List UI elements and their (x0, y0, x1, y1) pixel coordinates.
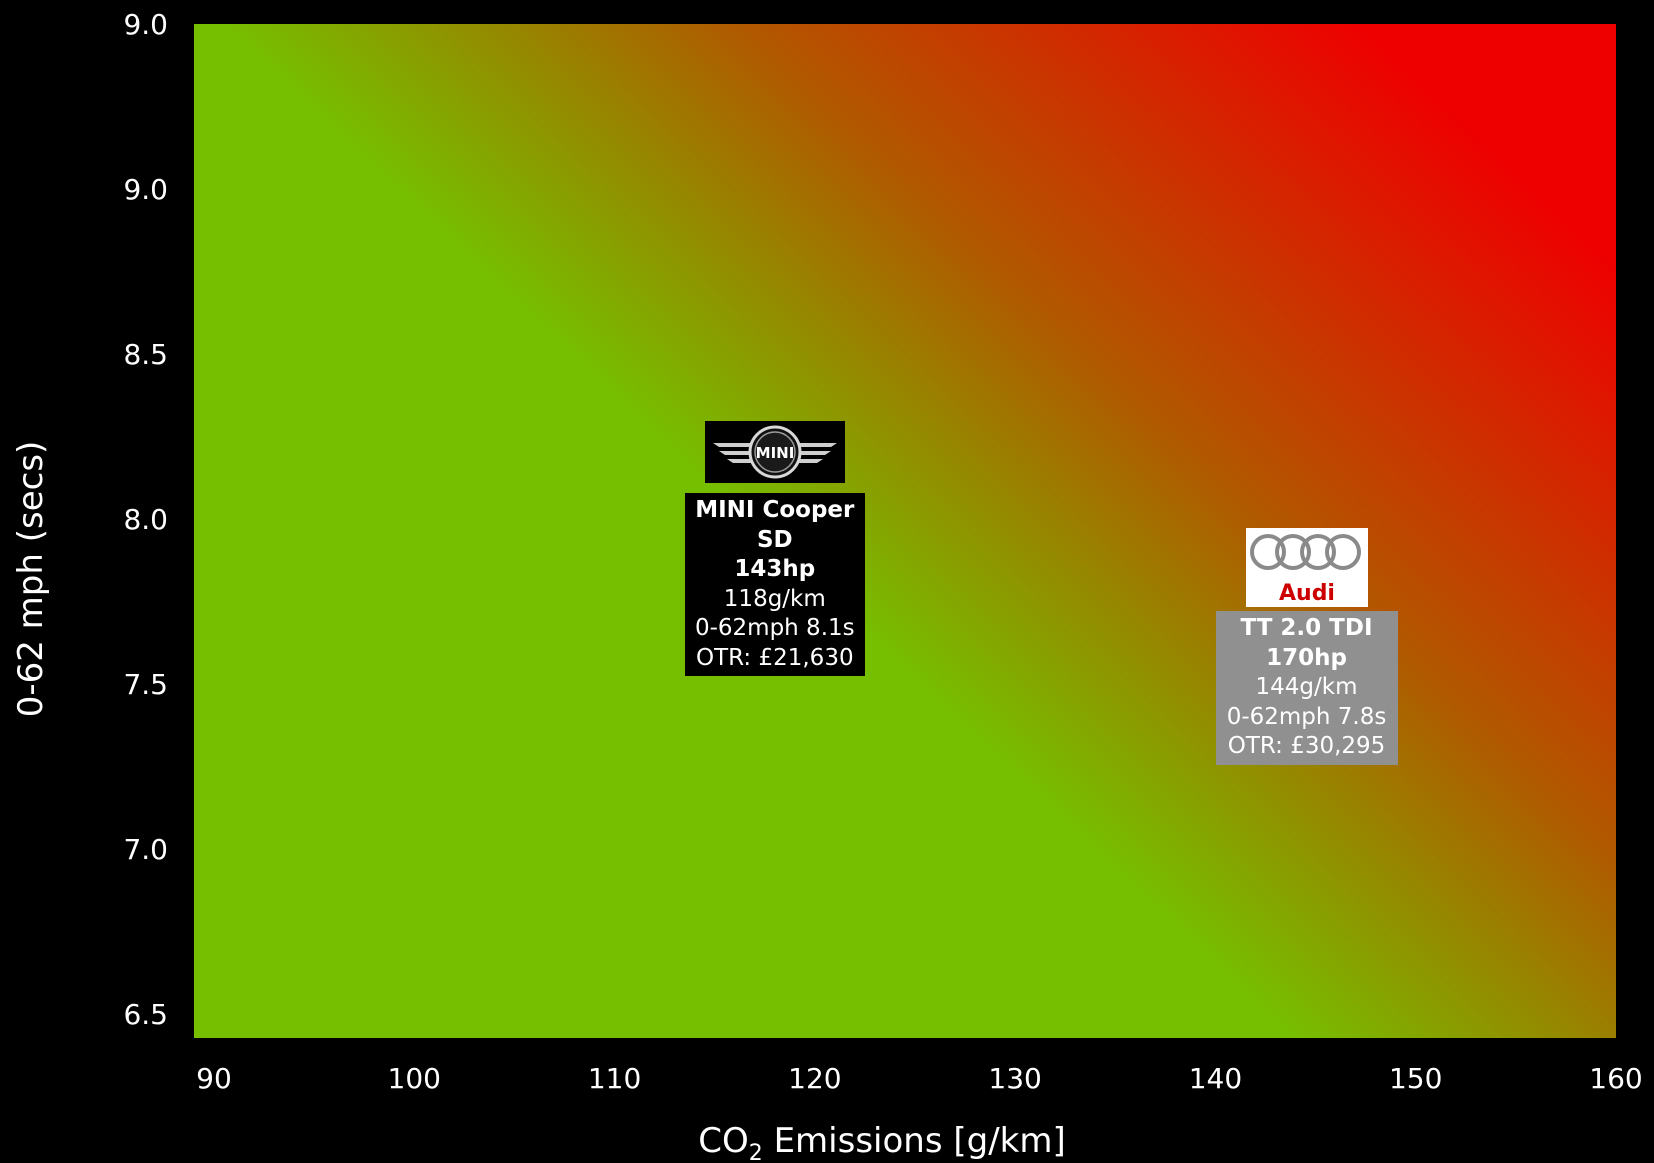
audi-acceleration: 0-62mph 7.8s (1226, 703, 1387, 730)
x-tick-label: 90 (196, 1062, 232, 1095)
mini-model-line-2: SD (756, 526, 793, 553)
mini-price: OTR: £21,630 (695, 644, 854, 671)
x-tick-label: 100 (388, 1062, 441, 1095)
mini-logo: MINI (704, 421, 845, 483)
x-axis-title-subscript: 2 (749, 1141, 763, 1163)
y-tick-label: 7.5 (123, 668, 168, 701)
y-axis-title: 0-62 mph (secs) (11, 441, 51, 718)
y-tick-label: 9.0 (123, 173, 168, 206)
mini-wings-icon: MINI (712, 425, 837, 479)
audi-rings-icon: Audi (1249, 534, 1361, 606)
audi-model: TT 2.0 TDI (1240, 615, 1373, 641)
mini-emissions: 118g/km (723, 585, 826, 612)
y-tick-label: 9.0 (123, 8, 168, 41)
svg-text:Audi: Audi (1279, 581, 1335, 606)
audi-price: OTR: £30,295 (1227, 733, 1386, 759)
mini-annotation: MINI Cooper SD 143hp 118g/km 0-62mph 8.1… (684, 493, 865, 676)
y-tick-label: 8.0 (123, 503, 168, 536)
x-tick-label: 110 (588, 1062, 641, 1095)
x-tick-label: 150 (1389, 1062, 1442, 1095)
plot-area (194, 24, 1616, 1038)
x-axis-title-rest: Emissions [g/km] (763, 1121, 1066, 1161)
svg-text:MINI: MINI (755, 444, 794, 462)
x-tick-label: 160 (1589, 1062, 1642, 1095)
y-tick-label: 6.5 (123, 998, 168, 1031)
x-tick-label: 140 (1189, 1062, 1242, 1095)
x-axis-title-main: CO (698, 1121, 749, 1161)
mini-power: 143hp (734, 556, 816, 582)
y-tick-label: 8.5 (123, 338, 168, 371)
x-axis-title: CO2 Emissions [g/km] (698, 1121, 1066, 1163)
x-tick-label: 120 (788, 1062, 841, 1095)
audi-logo: Audi (1245, 528, 1368, 607)
x-tick-label: 130 (988, 1062, 1041, 1095)
y-axis-ticks: 6.5 7.0 7.5 8.0 8.5 9.0 9.0 (123, 8, 168, 1031)
audi-emissions: 144g/km (1255, 674, 1358, 700)
x-axis-ticks: 90 100 110 120 130 140 150 160 (196, 1062, 1643, 1095)
y-tick-label: 7.0 (123, 833, 168, 866)
mini-model-line-1: MINI Cooper (695, 497, 855, 523)
audi-annotation: TT 2.0 TDI 170hp 144g/km 0-62mph 7.8s OT… (1215, 611, 1398, 765)
mini-acceleration: 0-62mph 8.1s (694, 615, 855, 641)
audi-power: 170hp (1266, 644, 1347, 671)
